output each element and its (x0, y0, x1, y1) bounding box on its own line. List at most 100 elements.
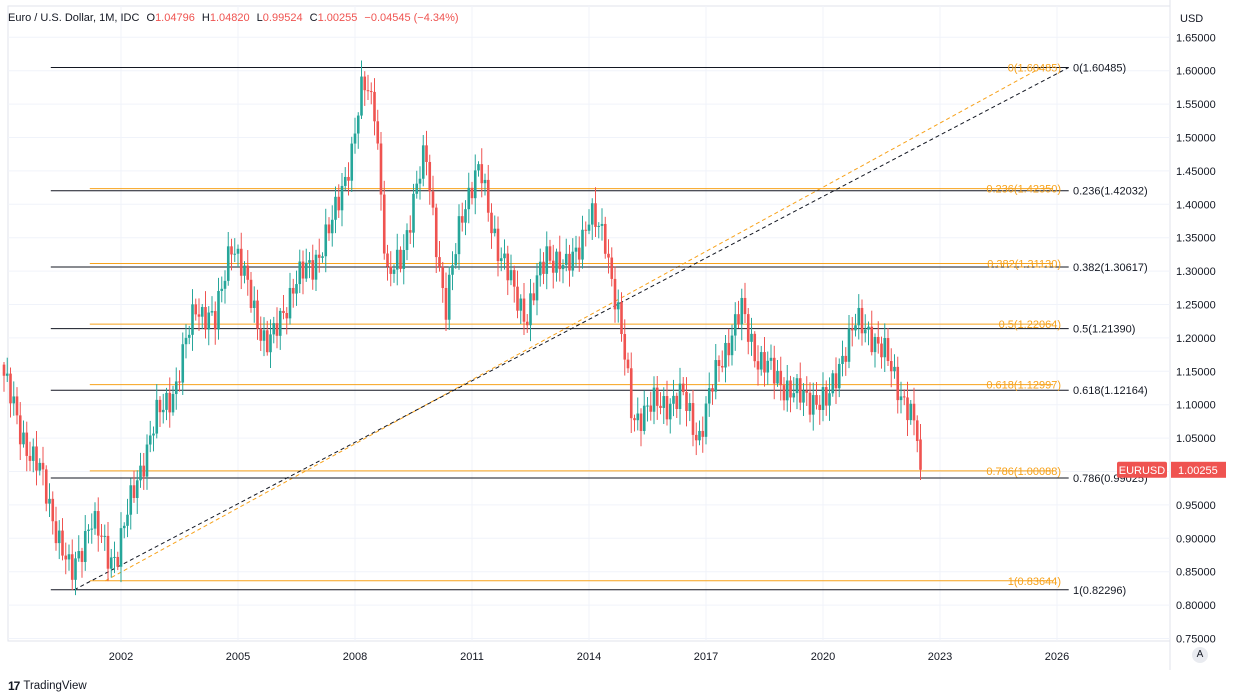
candle-body (785, 380, 789, 401)
candle-body (691, 403, 695, 435)
change-value: −0.04545 (−4.34%) (364, 12, 459, 24)
candle-body (353, 133, 357, 144)
fib-black-level-label: 0.382(1.30617) (1073, 262, 1148, 274)
y-tick-label: 0.80000 (1176, 600, 1216, 612)
candle-body (792, 393, 796, 398)
candle-body (636, 413, 640, 421)
candle-body (301, 261, 305, 279)
candle-body (850, 328, 854, 331)
candle-body (886, 338, 890, 362)
candle-body (405, 230, 409, 251)
y-tick-label: 1.25000 (1176, 300, 1216, 312)
candle-body (324, 224, 328, 257)
candle-body (350, 143, 354, 181)
candle-body (330, 219, 334, 234)
chart-header: Euro / U.S. Dollar, 1M, IDC O1.04796 H1.… (8, 12, 459, 24)
candle-body (821, 387, 825, 410)
candle-body (256, 300, 259, 329)
candle-body (12, 396, 16, 404)
candle-body (633, 418, 636, 421)
y-tick-label: 0.85000 (1176, 567, 1216, 579)
y-tick-label: 1.65000 (1176, 32, 1216, 44)
fib-black-level-label: 0.236(1.42032) (1073, 186, 1148, 198)
candle-body (178, 381, 181, 383)
candle-body (613, 278, 617, 310)
candle-body (317, 254, 321, 258)
candle-body (285, 312, 289, 319)
candle-body (499, 258, 503, 262)
candle-body (889, 361, 893, 372)
y-tick-label: 1.05000 (1176, 433, 1216, 445)
y-tick-label: 1.35000 (1176, 233, 1216, 245)
candle-body (896, 366, 900, 401)
candle-body (2, 364, 6, 376)
candle-body (860, 307, 864, 334)
candle-body (545, 246, 549, 274)
candle-body (278, 310, 282, 336)
candle-body (90, 528, 94, 530)
fib-orange-trend-line (105, 67, 1042, 582)
candle-body (675, 395, 679, 409)
candle-body (191, 304, 194, 335)
y-tick-label: 1.15000 (1176, 366, 1216, 378)
candle-body (847, 328, 851, 362)
candle-body (652, 387, 656, 412)
brand-name[interactable]: TradingView (23, 680, 87, 692)
candle-body (623, 334, 627, 360)
candle-body (730, 335, 734, 356)
x-tick-label: 2005 (226, 651, 250, 663)
candle-body (77, 551, 81, 559)
y-tick-label: 0.90000 (1176, 533, 1216, 545)
candle-body (844, 355, 848, 362)
candle-body (811, 395, 815, 415)
candle-body (142, 465, 146, 477)
candle-body (782, 385, 786, 401)
candle-body (451, 265, 454, 275)
candle-body (168, 392, 172, 413)
candle-body (893, 366, 896, 372)
y-tick-label: 1.45000 (1176, 166, 1216, 178)
candle-body (412, 193, 415, 233)
candle-body (25, 432, 29, 456)
candle-body (236, 248, 240, 254)
candle-body (694, 434, 698, 441)
candle-body (597, 225, 601, 227)
auto-scale-button[interactable]: A (1192, 647, 1208, 663)
candle-body (233, 253, 237, 255)
candle-body (295, 284, 298, 294)
candle-body (51, 498, 55, 522)
candle-body (145, 444, 149, 477)
candle-body (44, 469, 48, 504)
candle-body (740, 297, 744, 325)
candle-body (698, 430, 701, 441)
fib-orange-level-label: 0.5(1.22064) (999, 319, 1061, 331)
candle-body (581, 229, 584, 260)
candle-body (31, 446, 35, 461)
y-tick-label: 1.50000 (1176, 133, 1216, 145)
candle-body (655, 387, 659, 406)
candle-body (490, 212, 493, 234)
candle-body (126, 514, 129, 526)
candle-body (587, 224, 591, 231)
candle-body (711, 388, 714, 392)
symbol-title[interactable]: Euro / U.S. Dollar, 1M, IDC (8, 12, 140, 24)
candle-body (584, 229, 588, 231)
candle-body (22, 432, 25, 445)
candle-body (194, 304, 198, 315)
y-tick-label: 1.60000 (1176, 66, 1216, 78)
y-tick-label: 1.40000 (1176, 199, 1216, 211)
candle-body (876, 336, 880, 344)
candle-body (171, 394, 175, 413)
y-tick-label: 1.30000 (1176, 266, 1216, 278)
candle-body (779, 370, 783, 386)
candle-body (558, 251, 562, 270)
candle-body (746, 314, 750, 342)
candle-body (438, 257, 441, 267)
candle-body (662, 396, 666, 408)
candle-body (80, 551, 84, 562)
candle-body (74, 558, 77, 580)
candle-body (41, 462, 45, 470)
candle-body (392, 269, 396, 274)
candle-body (610, 257, 614, 279)
